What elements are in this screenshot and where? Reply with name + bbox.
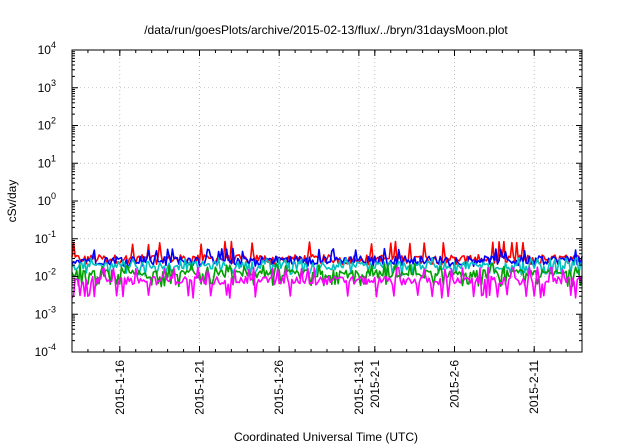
x-axis-label: Coordinated Universal Time (UTC) xyxy=(234,430,418,444)
series-line xyxy=(71,266,583,299)
x-tick-label: 2015-1-21 xyxy=(193,360,207,415)
y-axis-label: cSv/day xyxy=(5,180,19,223)
x-tick-label: 2015-1-16 xyxy=(113,360,127,415)
y-tick-label: 100 xyxy=(38,191,56,208)
y-axis: 10-4 10-3 10-2 10-1 100 101 102 103 104 xyxy=(35,40,582,359)
x-tick-label: 2015-2-6 xyxy=(448,360,462,408)
y-tick-label: 101 xyxy=(38,153,56,170)
y-tick-label: 10-1 xyxy=(35,229,56,246)
y-tick-label: 102 xyxy=(38,116,56,133)
y-tick-label: 10-2 xyxy=(35,267,56,284)
y-tick-label: 103 xyxy=(38,78,56,95)
data-series xyxy=(71,240,583,299)
x-tick-label: 2015-1-26 xyxy=(272,360,286,415)
chart-title: /data/run/goesPlots/archive/2015-02-13/f… xyxy=(144,23,508,37)
y-tick-label: 104 xyxy=(38,40,56,57)
x-tick-label: 2015-2-11 xyxy=(527,360,541,414)
series-line xyxy=(71,247,583,268)
series-line xyxy=(71,262,583,288)
y-tick-label: 10-4 xyxy=(35,342,56,359)
x-axis: 2015-1-16 2015-1-21 2015-1-26 2015-1-31 2015… xyxy=(71,50,583,415)
x-tick-label: 2015-2-1 xyxy=(368,360,382,408)
y-tick-label: 10-3 xyxy=(35,304,56,321)
x-tick-label: 2015-1-31 xyxy=(352,360,366,415)
